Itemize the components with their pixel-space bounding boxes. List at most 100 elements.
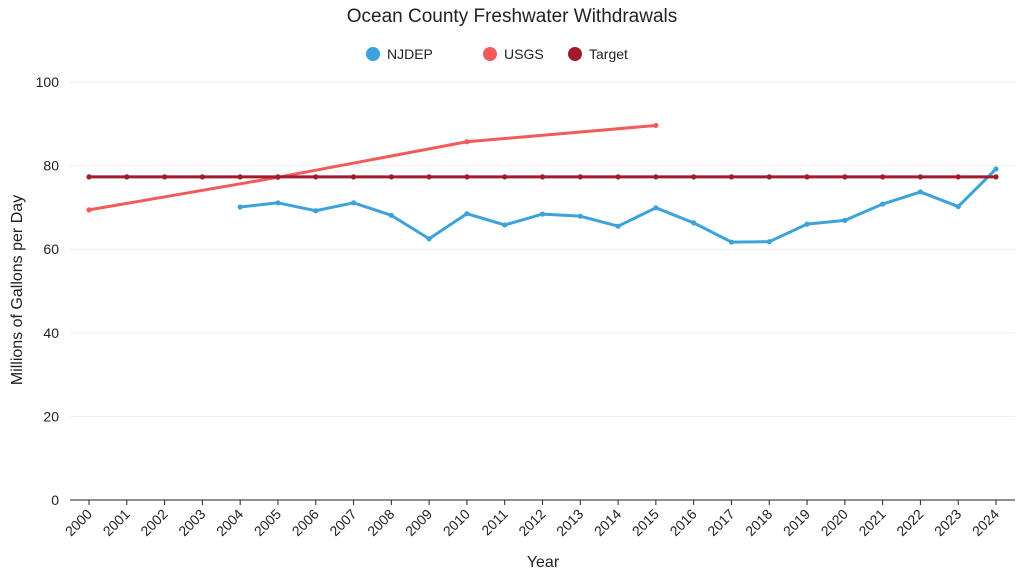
data-point xyxy=(917,189,924,195)
data-point xyxy=(993,166,999,172)
legend-label: USGS xyxy=(504,46,544,62)
data-point xyxy=(388,212,394,218)
data-point xyxy=(350,200,357,206)
legend-item-usgs[interactable]: USGS xyxy=(483,46,544,62)
data-point xyxy=(464,139,470,145)
x-tick-label: 2002 xyxy=(137,506,170,539)
legend-marker xyxy=(366,47,380,61)
x-tick-label: 2016 xyxy=(666,506,699,539)
x-tick-label: 2007 xyxy=(326,506,359,539)
x-tick-label: 2020 xyxy=(818,506,851,539)
data-point xyxy=(86,207,92,213)
x-tick-label: 2015 xyxy=(629,506,662,539)
legend-marker xyxy=(483,47,497,61)
data-point xyxy=(880,174,886,180)
x-axis-label: Year xyxy=(527,554,560,571)
y-tick-label: 0 xyxy=(51,492,59,508)
legend-item-target[interactable]: Target xyxy=(568,46,628,62)
y-tick-label: 100 xyxy=(36,74,60,90)
x-tick-label: 2008 xyxy=(364,506,397,539)
data-point xyxy=(842,174,848,180)
data-point xyxy=(388,174,394,180)
data-point xyxy=(955,203,961,210)
legend-label: Target xyxy=(589,46,628,62)
x-axis-ticks: 2000 2001 2002 2003 2004 2005 2006 2007 2008 2009… xyxy=(62,500,1002,539)
x-tick-label: 2019 xyxy=(780,506,813,539)
x-tick-label: 2013 xyxy=(553,506,586,539)
data-point xyxy=(502,174,508,180)
series-njdep xyxy=(237,166,999,245)
x-tick-label: 2006 xyxy=(289,506,322,539)
data-point xyxy=(728,174,735,180)
data-point xyxy=(124,174,130,180)
x-tick-label: 2023 xyxy=(931,506,964,539)
data-point xyxy=(426,174,432,180)
data-point xyxy=(653,174,659,180)
x-tick-label: 2009 xyxy=(402,506,435,539)
data-point xyxy=(237,174,243,180)
y-tick-label: 80 xyxy=(43,158,59,174)
x-tick-label: 2000 xyxy=(62,506,95,539)
legend-marker xyxy=(568,47,582,61)
legend: NJDEP USGS Target xyxy=(366,46,628,62)
x-tick-label: 2011 xyxy=(478,506,511,539)
x-tick-label: 2003 xyxy=(175,506,208,539)
series-usgs xyxy=(86,122,659,213)
data-point xyxy=(313,174,319,180)
x-tick-label: 2017 xyxy=(704,506,737,539)
data-point xyxy=(464,174,470,180)
x-tick-label: 2018 xyxy=(742,506,775,539)
data-point xyxy=(275,174,281,180)
y-tick-label: 20 xyxy=(43,408,59,424)
data-point xyxy=(350,174,357,180)
data-point xyxy=(653,122,659,129)
x-tick-label: 2024 xyxy=(969,506,1002,539)
y-tick-label: 60 xyxy=(43,241,59,257)
series-line-usgs xyxy=(87,123,658,212)
x-tick-label: 2012 xyxy=(515,506,548,539)
x-tick-label: 2021 xyxy=(855,506,888,539)
data-point xyxy=(917,174,924,180)
x-tick-label: 2014 xyxy=(591,506,624,539)
data-point xyxy=(539,174,546,180)
data-point xyxy=(86,174,92,180)
data-point xyxy=(539,211,546,217)
data-point xyxy=(464,211,470,217)
data-point xyxy=(804,174,810,180)
x-tick-label: 2004 xyxy=(213,506,246,539)
data-point xyxy=(502,222,508,228)
x-tick-label: 2005 xyxy=(251,506,284,539)
data-point xyxy=(766,239,772,245)
y-axis-ticks: 0 20 40 60 80 100 xyxy=(36,74,60,508)
x-tick-label: 2001 xyxy=(100,506,133,539)
data-point xyxy=(880,201,886,207)
data-point xyxy=(313,208,319,214)
data-point xyxy=(161,174,168,180)
data-point xyxy=(691,220,697,226)
chart-title: Ocean County Freshwater Withdrawals xyxy=(347,6,678,27)
data-point xyxy=(691,174,697,180)
legend-label: NJDEP xyxy=(387,46,433,62)
x-tick-label: 2010 xyxy=(440,506,473,539)
series-layer xyxy=(86,122,999,245)
y-axis-label: Millions of Gallons per Day xyxy=(9,195,26,385)
grid-lines xyxy=(70,81,1015,417)
data-point xyxy=(615,174,621,180)
data-point xyxy=(842,217,848,223)
data-point xyxy=(766,174,772,180)
x-tick-label: 2022 xyxy=(893,506,926,539)
data-point xyxy=(199,174,205,180)
data-point xyxy=(426,236,432,242)
series-target xyxy=(86,174,999,180)
data-point xyxy=(615,223,621,229)
data-point xyxy=(577,213,583,219)
y-tick-label: 40 xyxy=(43,325,59,341)
data-point xyxy=(804,221,810,227)
data-point xyxy=(275,200,281,206)
data-point xyxy=(728,239,735,245)
data-point xyxy=(577,174,583,180)
data-point xyxy=(955,174,961,180)
data-point xyxy=(653,205,659,211)
legend-item-njdep[interactable]: NJDEP xyxy=(366,46,433,62)
